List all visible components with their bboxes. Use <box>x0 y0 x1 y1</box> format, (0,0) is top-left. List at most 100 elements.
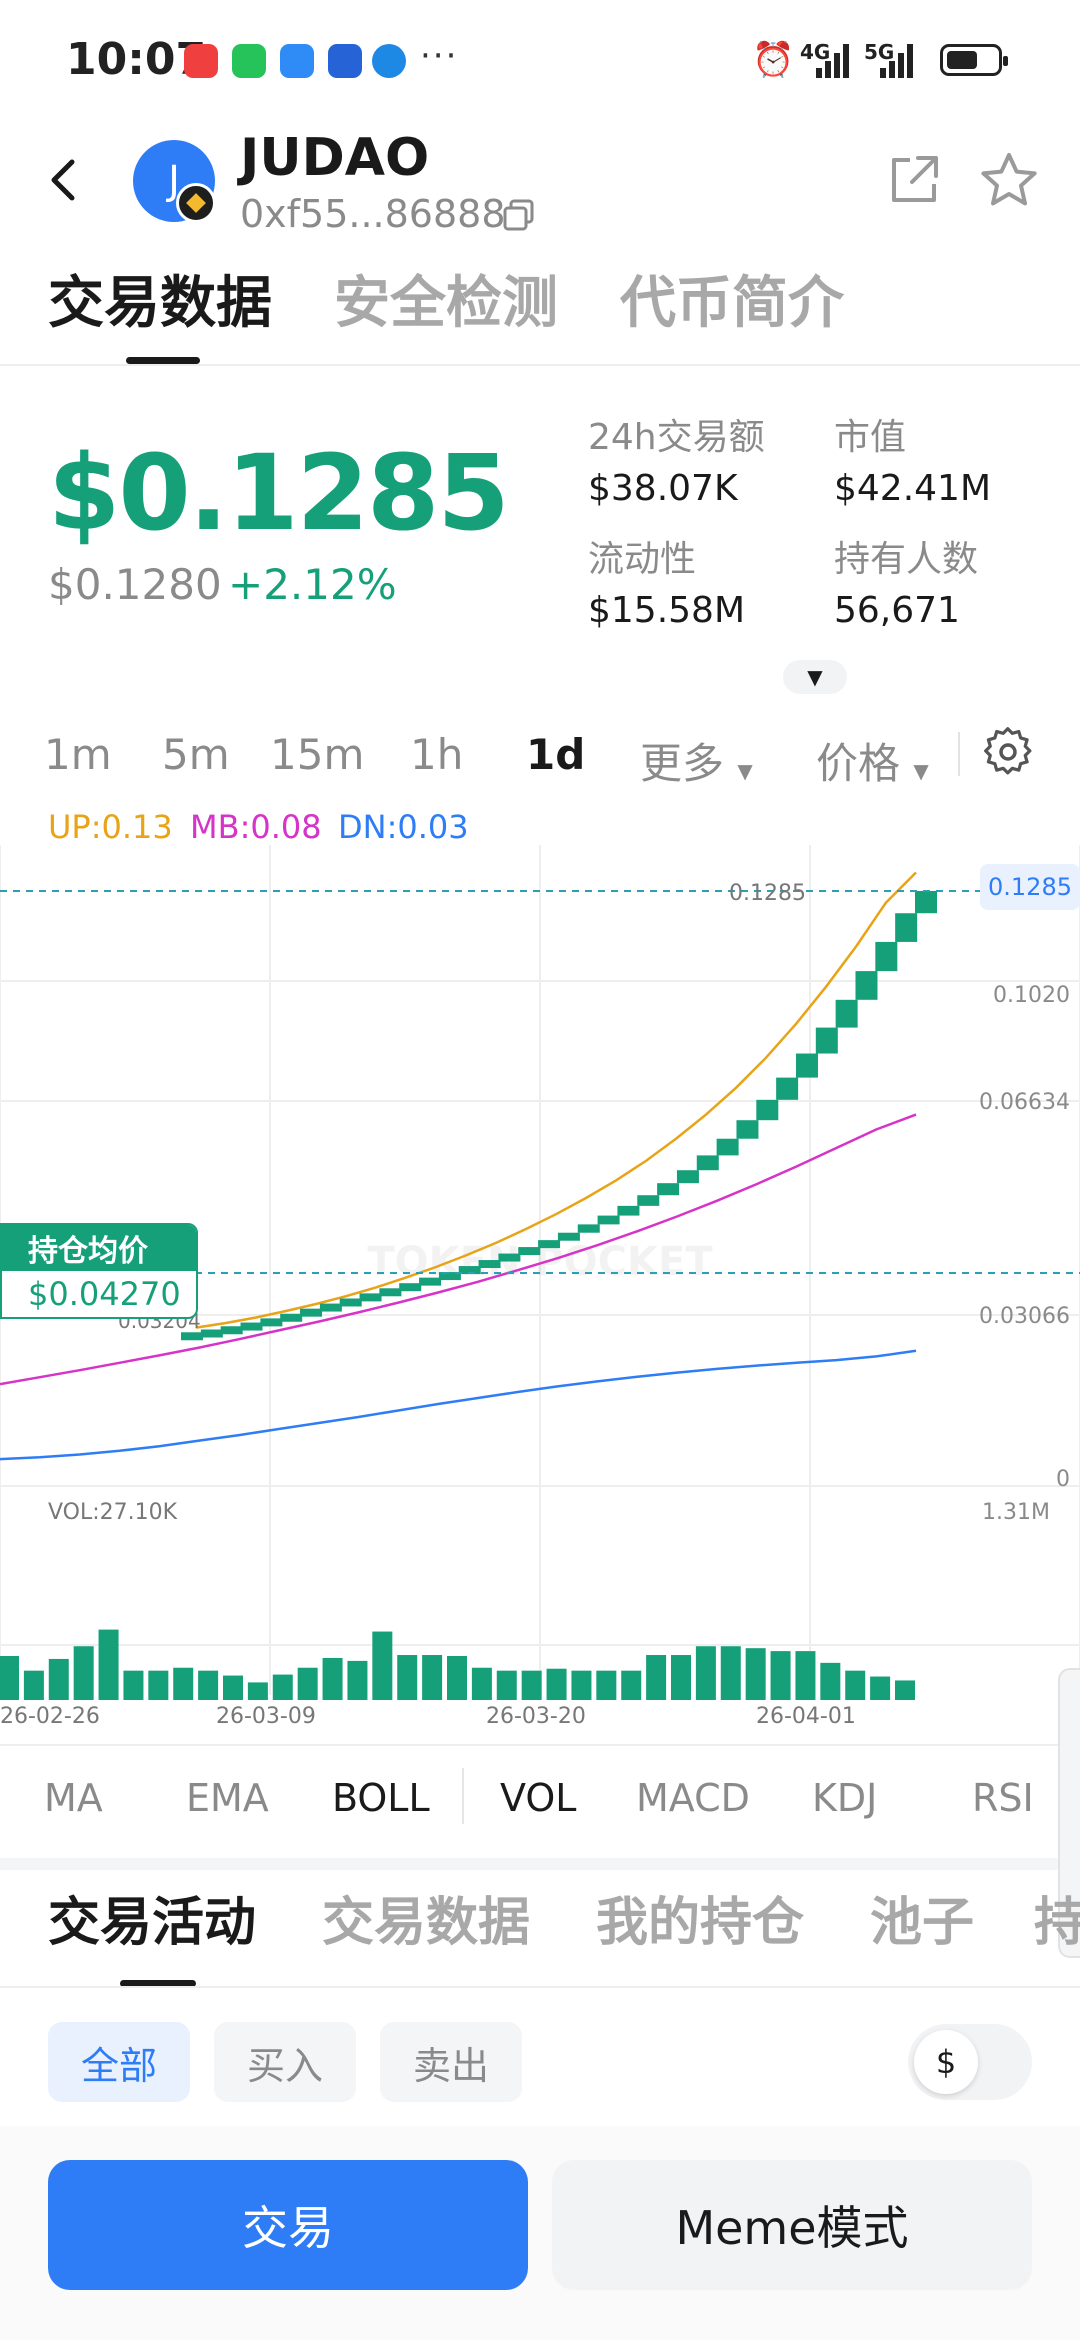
meme-mode-button[interactable]: Meme模式 <box>552 2160 1032 2290</box>
volume-bar <box>895 1680 915 1700</box>
stat-label-volume: 24h交易额 <box>588 417 765 458</box>
volume-bar <box>73 1646 94 1700</box>
candle <box>736 1120 759 1139</box>
volume-bar <box>870 1676 891 1700</box>
indicator-tab-ma[interactable]: MA <box>44 1776 103 1820</box>
chat-icon <box>280 44 314 78</box>
volume-bar <box>521 1670 542 1700</box>
candle <box>518 1247 541 1256</box>
volume-bar <box>347 1660 368 1700</box>
expand-stats-button[interactable]: ▼ <box>783 660 847 694</box>
candle <box>458 1266 481 1275</box>
x-tick-label: 26-02-26 <box>0 1704 100 1729</box>
candle <box>478 1260 501 1269</box>
timeframe-5m[interactable]: 5m <box>162 730 230 779</box>
currency-toggle-knob: $ <box>914 2030 978 2094</box>
divider <box>0 1986 1080 1988</box>
timeframe-15m[interactable]: 15m <box>270 730 365 779</box>
volume-bar <box>297 1667 318 1700</box>
more-label: 更多 <box>640 739 725 788</box>
side-drawer-handle[interactable] <box>1058 1668 1080 1958</box>
indicator-tab-ema[interactable]: EMA <box>186 1776 269 1820</box>
candle <box>300 1308 323 1317</box>
volume-bar <box>98 1629 119 1700</box>
x-tick-label: 26-03-20 <box>486 1704 586 1729</box>
filter-sell[interactable]: 卖出 <box>380 2022 522 2102</box>
share-button[interactable] <box>886 152 942 208</box>
price-dropdown[interactable]: 价格 ▼ <box>816 730 929 791</box>
timeframe-1d[interactable]: 1d <box>526 730 586 779</box>
candle <box>419 1277 442 1286</box>
timeframe-1h[interactable]: 1h <box>410 730 464 779</box>
candle <box>240 1322 263 1331</box>
volume-bar <box>0 1656 19 1700</box>
tab-trade-data[interactable]: 交易数据 <box>48 271 272 336</box>
caret-down-icon: ▼ <box>737 759 753 783</box>
signal-icon <box>880 44 920 78</box>
volume-bar <box>745 1648 766 1700</box>
x-tick-label: 26-04-01 <box>756 1704 856 1729</box>
indicator-tab-kdj[interactable]: KDJ <box>812 1776 878 1820</box>
volume-bar <box>123 1670 144 1700</box>
price-change: +2.12% <box>228 560 397 609</box>
chart-settings-button[interactable] <box>982 726 1034 778</box>
candle <box>676 1170 699 1184</box>
candle <box>538 1240 561 1249</box>
star-icon <box>981 153 1037 206</box>
tab-token-intro[interactable]: 代币简介 <box>620 271 844 336</box>
candle <box>260 1318 283 1327</box>
filter-buy[interactable]: 买入 <box>214 2022 356 2102</box>
trade-button[interactable]: 交易 <box>48 2160 528 2290</box>
app-icon <box>328 44 362 78</box>
currency-toggle[interactable]: $ <box>908 2024 1032 2100</box>
candle <box>597 1215 620 1225</box>
tab-pools[interactable]: 池子 <box>870 1893 975 1953</box>
avg-hold-price-tag[interactable]: 持仓均价 $0.04270 <box>0 1223 198 1319</box>
alarm-icon: ⏰ <box>752 40 795 80</box>
current-price-label: 0.1285 <box>729 881 806 906</box>
favorite-button[interactable] <box>978 150 1040 212</box>
volume-bar <box>770 1651 791 1700</box>
divider <box>462 1768 464 1824</box>
token-address: 0xf55...86888 <box>240 192 506 236</box>
tab-trade-activity[interactable]: 交易活动 <box>48 1893 257 1953</box>
legend-boll-mid: MB:0.08 <box>190 808 322 846</box>
candle <box>359 1293 382 1302</box>
candle <box>895 913 918 942</box>
indicator-tab-boll[interactable]: BOLL <box>332 1776 430 1820</box>
filter-all[interactable]: 全部 <box>48 2022 190 2102</box>
volume-bar <box>671 1655 691 1700</box>
volume-bar <box>23 1670 44 1700</box>
candle <box>181 1332 203 1341</box>
indicator-tab-macd[interactable]: MACD <box>636 1776 750 1820</box>
caret-down-icon: ▼ <box>913 759 929 783</box>
divider <box>0 1744 1080 1746</box>
candle <box>915 891 937 914</box>
stat-label-market-cap: 市值 <box>834 417 907 458</box>
stat-value-holders: 56,671 <box>834 590 960 631</box>
tab-holders[interactable]: 持 <box>1034 1893 1080 1953</box>
indicator-tab-rsi[interactable]: RSI <box>972 1776 1034 1820</box>
tab-trade-data-2[interactable]: 交易数据 <box>322 1893 531 1953</box>
indicator-tab-vol[interactable]: VOL <box>500 1776 577 1820</box>
wechat-icon <box>232 44 266 78</box>
candle <box>438 1272 461 1281</box>
more-dropdown[interactable]: 更多 ▼ <box>640 730 753 791</box>
candle <box>637 1195 660 1206</box>
tab-security-check[interactable]: 安全检测 <box>334 271 558 336</box>
volume-bar <box>795 1651 816 1700</box>
avg-hold-price-value: $0.04270 <box>28 1275 181 1313</box>
legend-boll-down: DN:0.03 <box>338 808 469 846</box>
volume-bar <box>820 1662 841 1700</box>
volume-bar <box>322 1657 343 1700</box>
timeframe-1m[interactable]: 1m <box>44 730 112 779</box>
back-button[interactable] <box>44 156 84 204</box>
network-label-2: 5G <box>864 40 895 64</box>
candle <box>776 1077 799 1100</box>
copy-button[interactable] <box>502 198 536 232</box>
candle <box>339 1298 362 1307</box>
x-tick-label: 26-03-09 <box>216 1704 316 1729</box>
boll-upper-line <box>195 871 917 1329</box>
tab-my-holdings[interactable]: 我的持仓 <box>596 1893 805 1953</box>
candle <box>200 1329 223 1338</box>
